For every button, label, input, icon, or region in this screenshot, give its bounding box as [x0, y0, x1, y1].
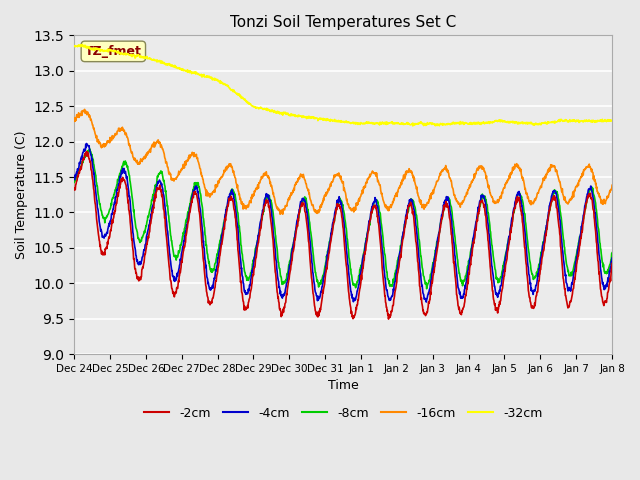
X-axis label: Time: Time [328, 379, 358, 392]
Title: Tonzi Soil Temperatures Set C: Tonzi Soil Temperatures Set C [230, 15, 456, 30]
Y-axis label: Soil Temperature (C): Soil Temperature (C) [15, 131, 28, 259]
Legend: -2cm, -4cm, -8cm, -16cm, -32cm: -2cm, -4cm, -8cm, -16cm, -32cm [139, 402, 547, 425]
Text: TZ_fmet: TZ_fmet [85, 45, 142, 58]
